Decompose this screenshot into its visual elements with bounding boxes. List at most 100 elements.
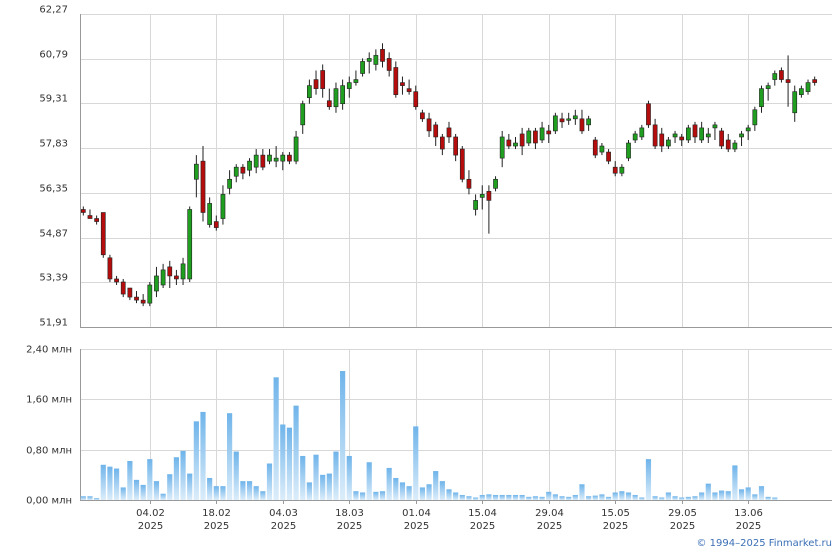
volume-bar — [379, 491, 386, 500]
candle-body — [220, 194, 226, 219]
candle-body — [632, 133, 638, 141]
volume-bar — [240, 481, 246, 500]
volume-bar — [359, 492, 366, 500]
candle-body — [260, 154, 266, 168]
volume-bar — [446, 489, 452, 500]
x-tick-year: 2025 — [470, 521, 495, 532]
candle-body — [280, 154, 286, 162]
candle-body — [765, 85, 771, 89]
volume-bar — [419, 487, 425, 500]
volume-bar — [546, 491, 552, 500]
volume-bar — [246, 481, 253, 500]
candle-body — [393, 67, 399, 95]
candle-body — [805, 82, 811, 92]
volume-bar — [140, 484, 146, 500]
candle-body — [459, 148, 465, 180]
candle-body — [699, 127, 705, 141]
volume-bar — [253, 486, 259, 500]
volume-bar — [320, 474, 326, 500]
price-tick-label: 60,79 — [39, 50, 68, 61]
candle-body — [360, 61, 365, 74]
volume-bar — [373, 491, 379, 500]
volume-tick-label: 0,00 млн — [26, 496, 72, 507]
volume-bar — [453, 492, 459, 500]
volume-bar — [113, 468, 120, 500]
candle-body — [453, 136, 459, 156]
volume-bar — [559, 496, 565, 500]
volume-bar — [539, 496, 545, 500]
candle-body — [606, 151, 611, 162]
volume-bar — [280, 424, 286, 500]
volume-bar — [286, 427, 293, 500]
candle-body — [320, 70, 326, 89]
volume-bar — [147, 459, 153, 500]
candle-body — [313, 79, 319, 89]
candle-body — [785, 79, 791, 83]
candle-body — [719, 130, 724, 147]
volume-bar — [353, 491, 359, 500]
candle-body — [253, 154, 259, 168]
volume-bar — [213, 486, 219, 500]
candle-body — [685, 127, 691, 141]
volume-bar — [340, 371, 346, 500]
candle-body — [745, 127, 751, 132]
candle-body — [180, 263, 186, 280]
candle-body — [233, 166, 239, 177]
candle-body — [539, 127, 545, 141]
volume-bar — [133, 479, 140, 500]
candle-body — [439, 136, 445, 150]
price-tick-label: 56,35 — [39, 184, 68, 195]
volume-bar — [732, 465, 738, 500]
candle-body — [513, 142, 518, 147]
volume-bar — [120, 487, 126, 500]
candle-body — [812, 79, 818, 83]
candle-body — [380, 49, 385, 62]
volume-bar — [233, 451, 239, 500]
candle-body — [566, 118, 572, 121]
volume-bar — [665, 492, 671, 500]
volume-bar — [326, 473, 332, 500]
candle-body — [619, 166, 625, 174]
candle-body — [546, 130, 552, 135]
candle-body — [506, 139, 512, 147]
candle-body — [486, 191, 492, 201]
volume-bar — [413, 426, 419, 500]
volume-bar — [712, 492, 718, 500]
volume-bar — [293, 405, 299, 500]
volume-bar — [765, 496, 771, 500]
volume-bar — [612, 492, 618, 500]
x-tick-label: 15.05 — [601, 508, 630, 519]
x-tick-year: 2025 — [204, 521, 229, 532]
candle-body — [346, 82, 352, 89]
volume-bar — [193, 421, 199, 500]
candle-body — [772, 73, 778, 80]
candle-body — [779, 70, 784, 80]
price-tick-label: 54,87 — [39, 229, 68, 240]
candle-body — [120, 281, 126, 295]
candle-body — [553, 115, 558, 132]
candle-body — [227, 178, 232, 189]
price-panel: 62,27 60,79 59,31 57,83 56,35 54,87 53,39 51,91 — [39, 5, 832, 329]
candle-body — [154, 275, 159, 292]
candle-body — [479, 194, 485, 198]
volume-bar — [532, 496, 539, 500]
volume-bar — [100, 464, 106, 500]
volume-bar — [207, 477, 213, 500]
candle-body — [207, 203, 213, 225]
volume-bar — [492, 494, 499, 500]
candle-body — [599, 145, 605, 153]
x-tick-label: 29.04 — [535, 508, 564, 519]
candle-body — [493, 178, 498, 189]
candle-body — [705, 133, 711, 138]
copyright-link[interactable]: © 1994–2025 Finmarket.ru — [696, 538, 832, 549]
candle-body — [572, 115, 578, 120]
volume-bar — [679, 497, 685, 500]
x-tick-year: 2025 — [670, 521, 695, 532]
candle-body — [293, 136, 299, 162]
price-tick-label: 62,27 — [39, 5, 68, 16]
volume-bar — [473, 497, 479, 500]
candle-body — [692, 124, 698, 138]
x-tick-year: 2025 — [603, 521, 628, 532]
candle-body — [626, 142, 631, 159]
